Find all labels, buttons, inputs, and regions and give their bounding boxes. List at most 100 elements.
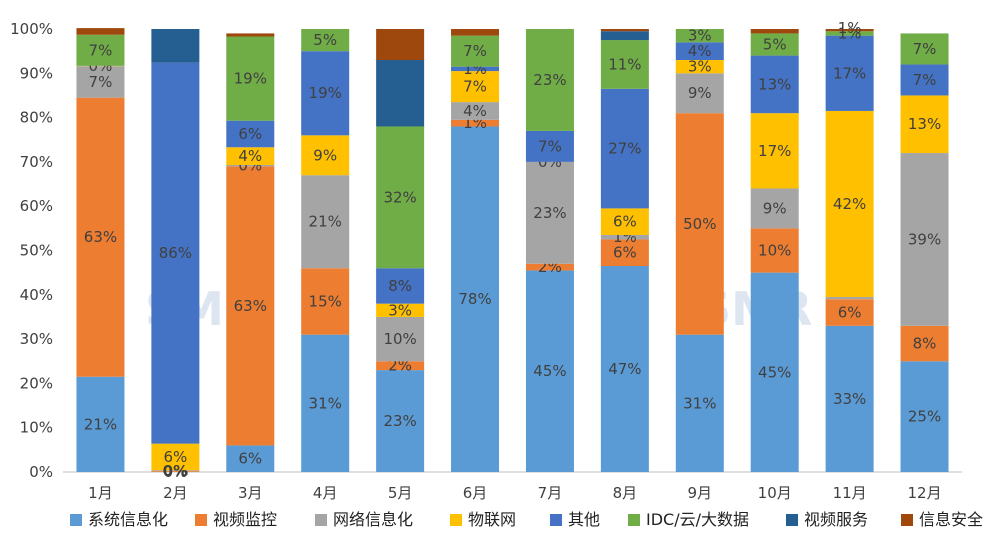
data-label: 31% xyxy=(683,394,716,412)
y-tick-label: 70% xyxy=(20,153,53,171)
y-tick-label: 90% xyxy=(20,64,53,82)
data-label: 32% xyxy=(383,188,416,206)
data-label: 4% xyxy=(688,42,712,60)
bar-segment-1 xyxy=(301,334,350,472)
legend-swatch-2 xyxy=(195,514,207,526)
data-label: 9% xyxy=(313,146,337,164)
bar-segment-5 xyxy=(825,35,874,111)
y-tick-label: 60% xyxy=(20,197,53,215)
bar-segment-6 xyxy=(900,33,949,65)
data-label: 13% xyxy=(908,115,941,133)
x-tick-label: 8月 xyxy=(613,484,638,502)
x-tick-label: 6月 xyxy=(463,484,488,502)
x-tick-label: 12月 xyxy=(907,484,941,502)
bar-segment-4 xyxy=(900,95,949,154)
bar-segment-6 xyxy=(750,33,799,56)
legend-swatch-1 xyxy=(70,514,82,526)
x-tick-label: 11月 xyxy=(833,484,867,502)
data-label: 6% xyxy=(238,125,262,143)
legend-label: 物联网 xyxy=(468,510,516,529)
bar-segment-2 xyxy=(675,113,724,335)
bar-segment-3 xyxy=(525,161,574,264)
bar-segment-4 xyxy=(151,443,200,471)
data-label: 23% xyxy=(383,412,416,430)
bar-segment-6 xyxy=(226,36,275,121)
data-label: 13% xyxy=(758,75,791,93)
data-label: 7% xyxy=(463,42,487,60)
data-label: 7% xyxy=(89,73,113,91)
bar-segment-7 xyxy=(376,60,425,127)
data-label: 39% xyxy=(908,230,941,248)
bar-segment-3 xyxy=(301,175,350,269)
legend-label: 视频监控 xyxy=(213,510,277,529)
bar-segment-4 xyxy=(675,60,724,74)
bar-segment-5 xyxy=(301,51,350,136)
bar-segment-5 xyxy=(600,88,649,209)
bar-segment-2 xyxy=(750,228,799,273)
data-label: 63% xyxy=(234,297,267,315)
bar-segment-3 xyxy=(76,66,125,98)
bar-segment-3 xyxy=(600,234,649,240)
bar-segment-7 xyxy=(151,29,200,63)
data-label: 19% xyxy=(234,70,267,88)
bar-segment-1 xyxy=(600,266,649,472)
bar-segment-5 xyxy=(226,120,275,148)
bar-segment-2 xyxy=(900,325,949,362)
x-tick-label: 7月 xyxy=(538,484,563,502)
bar-segment-2 xyxy=(525,263,574,271)
data-label: 50% xyxy=(683,215,716,233)
bar-segment-1 xyxy=(451,126,500,473)
bar-segment-4 xyxy=(226,147,275,166)
bar-segment-5 xyxy=(525,130,574,162)
data-label: 23% xyxy=(533,71,566,89)
bar-segment-8 xyxy=(825,29,874,32)
data-label: 6% xyxy=(238,450,262,468)
bar-segment-2 xyxy=(226,166,275,446)
legend-swatch-6 xyxy=(628,514,640,526)
bar-segment-8 xyxy=(76,28,125,35)
bar-segment-8 xyxy=(451,29,500,36)
x-tick-label: 1月 xyxy=(88,484,113,502)
bar-segment-4 xyxy=(750,113,799,189)
bar-segment-4 xyxy=(376,303,425,317)
data-label: 6% xyxy=(613,244,637,262)
bar-segment-3 xyxy=(376,316,425,362)
x-tick-label: 10月 xyxy=(758,484,792,502)
data-label: 17% xyxy=(833,64,866,82)
data-label: 27% xyxy=(608,140,641,158)
data-label: 86% xyxy=(159,244,192,262)
data-label: 25% xyxy=(908,408,941,426)
y-tick-label: 80% xyxy=(20,109,53,127)
data-label: 6% xyxy=(163,448,187,466)
data-label: 10% xyxy=(758,242,791,260)
bar-segment-5 xyxy=(151,62,200,444)
legend-label: 系统信息化 xyxy=(88,510,168,529)
data-label: 78% xyxy=(458,290,491,308)
data-label: 21% xyxy=(309,213,342,231)
bar-segment-2 xyxy=(76,97,125,377)
bar-segment-5 xyxy=(451,66,500,72)
data-label: 8% xyxy=(388,277,412,295)
data-label: 45% xyxy=(533,362,566,380)
x-tick-label: 5月 xyxy=(388,484,413,502)
x-tick-label: 2月 xyxy=(163,484,188,502)
bar-segment-5 xyxy=(750,55,799,114)
bar-segment-8 xyxy=(226,33,275,37)
y-tick-label: 100% xyxy=(10,20,53,38)
data-label: 33% xyxy=(833,390,866,408)
bar-segment-6 xyxy=(600,40,649,89)
data-label: 5% xyxy=(763,36,787,54)
bar-segment-3 xyxy=(451,102,500,120)
bar-segment-3 xyxy=(151,470,200,472)
bar-segment-4 xyxy=(451,71,500,103)
data-label: 3% xyxy=(688,27,712,45)
bar-segment-5 xyxy=(376,268,425,304)
x-tick-label: 9月 xyxy=(688,484,713,502)
data-label: 8% xyxy=(913,335,937,353)
data-label: 1% xyxy=(838,24,862,42)
data-label: 9% xyxy=(688,84,712,102)
bar-segment-5 xyxy=(675,42,724,61)
data-label: 21% xyxy=(84,415,117,433)
